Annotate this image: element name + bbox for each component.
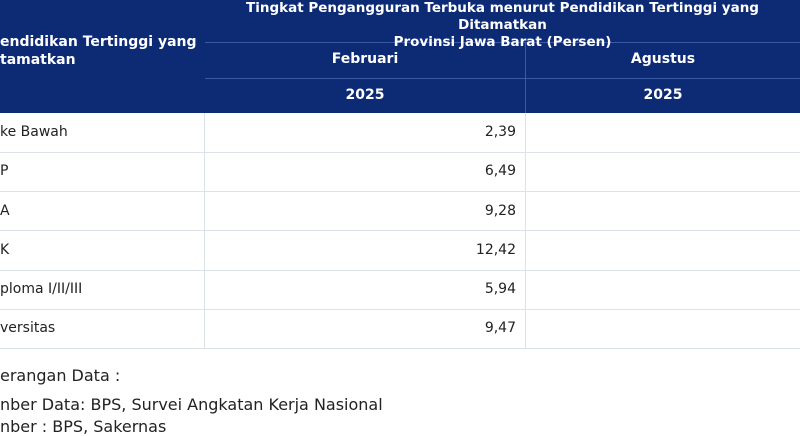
period-month-februari: Februari <box>331 51 399 67</box>
table-title-line1: Tingkat Pengangguran Terbuka menurut Pen… <box>246 0 759 33</box>
table-title: Tingkat Pengangguran Terbuka menurut Pen… <box>205 0 800 51</box>
header-divider <box>205 78 800 79</box>
row-label: A <box>0 203 10 219</box>
row-label: ploma I/II/III <box>0 281 83 297</box>
row-header-line2: tamatkan <box>0 52 76 68</box>
row-value-februari: 9,47 <box>484 320 516 336</box>
row-header: endidikan Tertinggi yang tamatkan <box>0 33 197 69</box>
row-value-februari: 2,39 <box>484 124 516 140</box>
notes-source-1: nber Data: BPS, Survei Angkatan Kerja Na… <box>0 395 383 414</box>
row-value-februari: 12,42 <box>475 242 516 258</box>
row-label: ke Bawah <box>0 124 68 140</box>
row-value-februari: 6,49 <box>484 163 516 179</box>
notes-heading: erangan Data : <box>0 366 121 385</box>
row-divider <box>0 270 800 271</box>
notes-source-2: nber : BPS, Sakernas <box>0 417 167 436</box>
table-header <box>0 0 800 113</box>
row-label: P <box>0 163 9 179</box>
row-divider <box>0 348 800 349</box>
table-title-line2: Provinsi Jawa Barat (Persen) <box>393 34 612 50</box>
header-divider <box>205 42 800 43</box>
row-divider <box>0 191 800 192</box>
row-value-februari: 9,28 <box>484 203 516 219</box>
period-year-agustus: 2025 <box>643 87 683 103</box>
column-divider <box>204 113 205 349</box>
row-label: K <box>0 242 10 258</box>
row-divider <box>0 230 800 231</box>
row-header-line1: endidikan Tertinggi yang <box>0 34 197 50</box>
column-divider <box>525 113 526 349</box>
row-divider <box>0 152 800 153</box>
period-month-agustus: Agustus <box>630 51 696 67</box>
period-year-februari: 2025 <box>345 87 385 103</box>
row-label: versitas <box>0 320 56 336</box>
row-divider <box>0 309 800 310</box>
row-value-februari: 5,94 <box>484 281 516 297</box>
header-column-divider <box>525 43 526 113</box>
